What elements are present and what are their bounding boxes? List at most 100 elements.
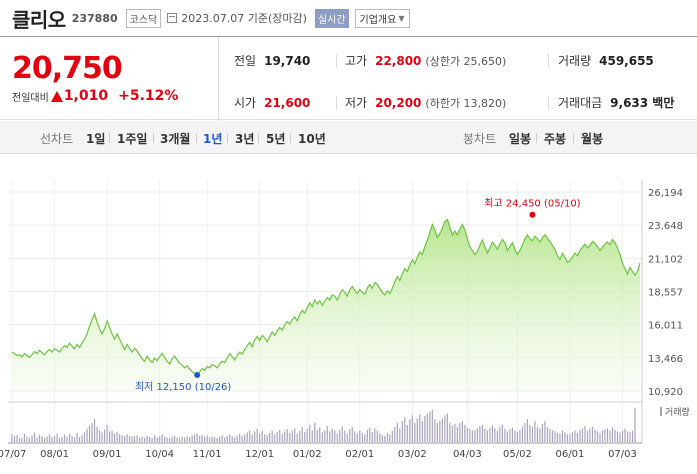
volume-bar: [386, 432, 388, 442]
volume-bar: [414, 423, 416, 442]
volume-bar: [11, 434, 13, 442]
period-1w[interactable]: 1주일: [117, 132, 148, 146]
volume-bar: [529, 424, 531, 442]
volume-bar: [186, 436, 188, 442]
volume-bar: [409, 419, 411, 442]
company-info-dropdown[interactable]: 기업개요 ▼: [354, 8, 410, 28]
volume-bar: [504, 428, 506, 442]
stat-low-value: 20,200: [375, 96, 422, 110]
volume-bar: [466, 427, 468, 442]
volume-bar: [581, 428, 584, 442]
volume-bar: [106, 424, 108, 442]
volume-bar: [579, 429, 581, 442]
volume-bar: [91, 423, 93, 442]
volume-bar: [151, 438, 153, 442]
period-divider: [536, 133, 537, 143]
volume-bar: [634, 407, 636, 442]
period-3y[interactable]: 3년: [235, 132, 255, 146]
volume-bar: [599, 432, 601, 442]
period-divider: [258, 133, 259, 143]
stat-high: 고가 22,800 (상한가 25,650): [345, 52, 506, 69]
volume-bar: [536, 426, 539, 442]
period-5y[interactable]: 5년: [266, 132, 286, 146]
volume-bar: [214, 437, 216, 442]
volume-bar: [549, 428, 551, 442]
low-label: 최저 12,150 (10/26): [135, 381, 231, 393]
volume-bar: [629, 432, 631, 442]
volume-bar: [626, 431, 629, 442]
volume-bar: [189, 437, 191, 442]
volume-bar: [149, 437, 151, 442]
volume-bar: [289, 432, 291, 442]
volume-bar: [234, 437, 236, 442]
period-10y[interactable]: 10년: [298, 132, 326, 146]
volume-bar: [361, 432, 363, 442]
volume-bar: [21, 437, 23, 442]
volume-bar: [36, 437, 38, 442]
volume-bar: [344, 430, 346, 442]
volume-bar: [219, 436, 221, 442]
volume-bar: [546, 426, 549, 442]
period-3m[interactable]: 3개월: [160, 132, 191, 146]
y-tick-label: 18,557: [648, 288, 683, 299]
candle-monthly[interactable]: 월봉: [581, 132, 604, 146]
volume-bar: [459, 423, 461, 442]
volume-bar: [166, 437, 168, 442]
volume-bar: [26, 436, 28, 442]
volume-bar: [73, 437, 76, 442]
volume-bar: [96, 426, 98, 442]
volume-bar: [61, 436, 63, 442]
volume-bar: [116, 432, 118, 442]
candle-weekly[interactable]: 주봉: [544, 132, 567, 146]
volume-bar: [454, 423, 456, 442]
stat-low-label: 저가: [345, 96, 368, 110]
volume-bar: [31, 435, 33, 442]
volume-bar: [266, 435, 268, 442]
volume-bar: [276, 432, 278, 442]
volume-bar: [184, 437, 186, 442]
volume-bar: [334, 430, 336, 442]
volume-legend-swatch: [660, 407, 662, 416]
volume-bar: [541, 423, 544, 442]
volume-bar: [394, 426, 396, 442]
volume-bar: [479, 426, 481, 442]
volume-bar: [63, 434, 66, 442]
volume-bar: [501, 424, 503, 442]
volume-bar: [609, 430, 611, 442]
up-triangle-icon: [50, 90, 63, 102]
volume-bar: [484, 428, 486, 442]
volume-bar: [346, 433, 348, 442]
volume-bar: [66, 437, 68, 442]
volume-bar: [496, 430, 498, 442]
volume-bar: [374, 428, 376, 442]
x-tick-label: 12/01: [245, 449, 274, 460]
volume-bar: [316, 429, 318, 442]
volume-bar: [199, 435, 201, 442]
candle-daily[interactable]: 일봉: [509, 132, 532, 146]
realtime-button[interactable]: 실시간: [314, 8, 349, 28]
price-line: [11, 218, 641, 376]
period-divider: [227, 133, 228, 143]
volume-bar: [296, 433, 298, 442]
volume-bar: [304, 432, 306, 442]
volume-bar: [281, 433, 283, 442]
market-badge: 코스닥: [125, 8, 162, 28]
x-tick-label: 01/02: [293, 449, 322, 460]
volume-bar: [294, 428, 296, 442]
price-area: [12, 219, 640, 391]
period-divider: [153, 133, 154, 143]
volume-bar: [154, 435, 156, 442]
volume-bar: [118, 434, 121, 442]
period-1d[interactable]: 1일: [86, 132, 106, 146]
period-1y[interactable]: 1년: [203, 132, 223, 146]
x-tick-label: 06/01: [556, 449, 585, 460]
volume-bar: [93, 419, 96, 442]
volume-bar: [103, 429, 106, 442]
volume-bar: [131, 437, 133, 442]
volume-bar: [571, 432, 574, 442]
stock-header: 클리오 237880 코스닥 2023.07.07 기준(장마감) 실시간 기업…: [0, 0, 697, 36]
volume-bar: [134, 436, 136, 442]
volume-bar: [241, 435, 243, 442]
volume-bar: [624, 428, 626, 442]
volume-bar: [371, 432, 373, 442]
